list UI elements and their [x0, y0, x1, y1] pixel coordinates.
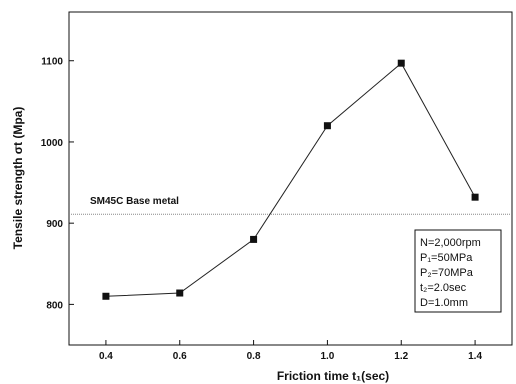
- x-axis-title: Friction time t₁(sec): [277, 369, 389, 383]
- y-ticks: 800 900 1000 1100: [41, 57, 74, 311]
- x-tick-label: 0.8: [247, 351, 261, 362]
- x-tick-label: 0.4: [99, 351, 113, 362]
- x-tick-label: 1.2: [394, 351, 408, 362]
- condition-line: N=2,000rpm: [420, 237, 481, 249]
- x-tick-label: 0.6: [173, 351, 187, 362]
- x-ticks: 0.4 0.6 0.8 1.0 1.2 1.4: [99, 340, 482, 362]
- reference-line-label: SM45C Base metal: [90, 196, 179, 207]
- condition-line: D=1.0mm: [420, 297, 468, 309]
- y-tick-label: 1100: [41, 57, 63, 68]
- data-point: [471, 193, 479, 201]
- x-tick-label: 1.4: [468, 351, 482, 362]
- condition-line: P₂=70MPa: [420, 267, 474, 279]
- condition-line: P₁=50MPa: [420, 252, 473, 264]
- condition-line: t₂=2.0sec: [420, 282, 467, 294]
- series-markers: [102, 59, 479, 300]
- y-tick-label: 800: [46, 300, 63, 311]
- y-axis-title: Tensile strength σt (Mpa): [11, 107, 25, 250]
- series-line: [105, 62, 476, 297]
- data-point: [250, 235, 258, 243]
- data-point: [323, 122, 331, 130]
- plot-frame: [68, 11, 513, 346]
- data-point: [102, 292, 110, 300]
- x-tick-label: 1.0: [320, 351, 334, 362]
- conditions-box: [414, 229, 502, 313]
- data-point: [397, 59, 405, 67]
- y-tick-label: 900: [46, 219, 63, 230]
- data-point: [176, 289, 184, 297]
- conditions-list: N=2,000rpm P₁=50MPa P₂=70MPa t₂=2.0sec D=1.0…: [420, 237, 481, 309]
- y-tick-label: 1000: [41, 138, 64, 149]
